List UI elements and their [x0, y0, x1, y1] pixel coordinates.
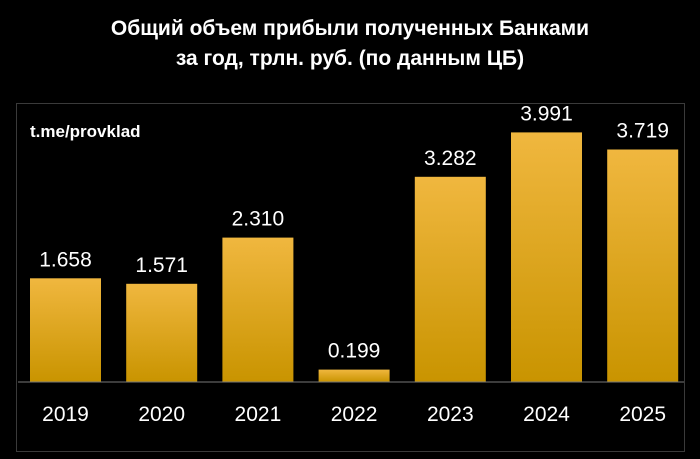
bar-2022 [318, 369, 390, 382]
chart-title-line-2: за год, трлн. руб. (по данным ЦБ) [175, 47, 525, 70]
chart-title: Общий объем прибыли полученных Банками з… [0, 14, 700, 74]
value-label-2025: 3.719 [616, 120, 669, 143]
watermark-text: t.me/provklad [30, 122, 141, 141]
value-label-2023: 3.282 [424, 147, 477, 170]
x-tick-label-2025: 2025 [619, 403, 666, 426]
bar-2020 [126, 283, 198, 382]
x-tick-label-2024: 2024 [523, 403, 570, 426]
bar-2023 [414, 176, 486, 382]
x-tick-label-2020: 2020 [138, 403, 185, 426]
chart-title-line-1: Общий объем прибыли полученных Банками [110, 17, 590, 40]
value-label-2020: 1.571 [135, 254, 188, 277]
value-label-2021: 2.310 [232, 208, 285, 231]
value-label-2022: 0.199 [328, 340, 381, 363]
bar-2024 [511, 132, 582, 382]
value-label-2019: 1.658 [39, 248, 92, 271]
bar-2021 [222, 237, 294, 382]
bar-2025 [607, 149, 679, 382]
x-tick-label-2022: 2022 [331, 403, 378, 426]
bar-2019 [30, 278, 101, 382]
x-tick-label-2023: 2023 [427, 403, 474, 426]
x-tick-label-2019: 2019 [42, 403, 89, 426]
x-tick-label-2021: 2021 [235, 403, 282, 426]
value-label-2024: 3.991 [520, 102, 573, 125]
chart-frame [16, 103, 685, 452]
